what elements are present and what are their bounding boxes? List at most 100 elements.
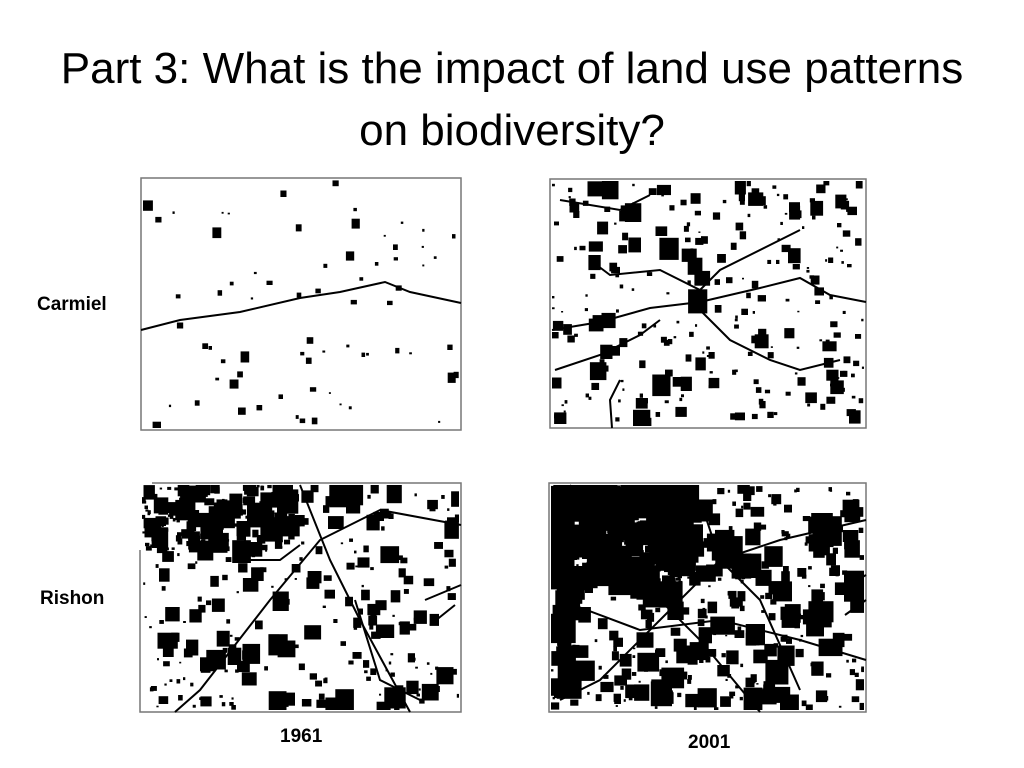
patch xyxy=(690,248,694,251)
patch xyxy=(422,264,425,267)
patch xyxy=(858,398,864,404)
patch xyxy=(376,701,391,710)
patch xyxy=(758,398,764,405)
patch xyxy=(587,181,603,197)
patch xyxy=(239,497,242,500)
patch xyxy=(663,559,671,567)
patch xyxy=(299,557,303,561)
patch xyxy=(639,360,646,369)
patch xyxy=(620,205,627,213)
patch xyxy=(712,212,721,220)
patch xyxy=(364,670,368,674)
patch xyxy=(323,263,328,268)
patch xyxy=(588,241,603,252)
patch xyxy=(644,571,650,576)
patch xyxy=(164,683,167,686)
patch xyxy=(808,534,826,552)
patch xyxy=(688,675,692,680)
patch xyxy=(655,607,661,613)
patch xyxy=(678,578,681,581)
patch xyxy=(647,612,655,622)
patch xyxy=(734,630,745,638)
patch xyxy=(195,485,211,496)
patch xyxy=(375,624,395,638)
patch xyxy=(556,256,564,262)
patch xyxy=(183,677,186,681)
patch xyxy=(816,184,826,194)
patch xyxy=(671,578,676,584)
patch xyxy=(574,333,578,337)
patch xyxy=(370,668,377,675)
patch xyxy=(638,604,646,611)
patch xyxy=(441,495,445,499)
patch xyxy=(345,596,353,607)
patch xyxy=(689,571,701,586)
patch xyxy=(600,681,614,693)
patch xyxy=(739,231,747,240)
patch xyxy=(682,384,687,389)
patch xyxy=(216,630,230,647)
patch xyxy=(373,511,384,521)
patch xyxy=(789,205,801,220)
patch xyxy=(421,683,439,701)
patch xyxy=(268,691,287,710)
patch xyxy=(728,590,737,599)
patch xyxy=(142,500,147,504)
patch xyxy=(592,491,608,503)
patch xyxy=(809,198,815,203)
patch xyxy=(650,681,672,707)
patch xyxy=(154,508,157,512)
patch xyxy=(796,487,800,492)
patch xyxy=(600,344,613,359)
patch xyxy=(842,310,846,314)
patch xyxy=(398,568,406,578)
patch xyxy=(194,510,200,515)
patch xyxy=(177,485,190,497)
patch xyxy=(450,372,456,377)
patch xyxy=(379,693,382,696)
patch xyxy=(708,377,720,389)
patch xyxy=(621,668,632,680)
patch xyxy=(256,537,260,541)
patch xyxy=(311,417,318,425)
patch xyxy=(295,224,302,232)
patch xyxy=(242,485,250,491)
patch xyxy=(819,339,823,342)
patch xyxy=(153,497,169,514)
patch xyxy=(822,617,832,628)
patch xyxy=(648,636,651,639)
patch xyxy=(253,271,257,275)
patch xyxy=(846,659,849,663)
patch xyxy=(855,334,862,339)
patch xyxy=(845,198,848,201)
patch xyxy=(385,668,388,672)
patch xyxy=(445,520,448,524)
patch xyxy=(436,667,454,685)
patch xyxy=(654,567,658,570)
patch xyxy=(219,695,223,698)
patch xyxy=(400,221,404,224)
patch xyxy=(563,324,572,335)
patch xyxy=(380,508,389,519)
patch xyxy=(792,610,798,616)
patch xyxy=(666,488,672,493)
patch xyxy=(358,608,363,615)
patch xyxy=(820,403,826,410)
patch xyxy=(181,529,195,539)
patch xyxy=(622,520,632,532)
patch xyxy=(575,485,582,491)
patch xyxy=(594,568,606,582)
patch xyxy=(171,547,175,550)
patch xyxy=(250,297,254,300)
patch xyxy=(273,524,286,533)
patch xyxy=(234,542,241,549)
patch xyxy=(810,662,814,667)
patch xyxy=(194,513,200,518)
patch xyxy=(603,674,609,679)
patch xyxy=(618,245,627,254)
patch xyxy=(572,636,575,639)
patch xyxy=(403,589,409,594)
patch xyxy=(284,578,288,581)
patch xyxy=(167,514,171,517)
patch xyxy=(781,618,795,628)
